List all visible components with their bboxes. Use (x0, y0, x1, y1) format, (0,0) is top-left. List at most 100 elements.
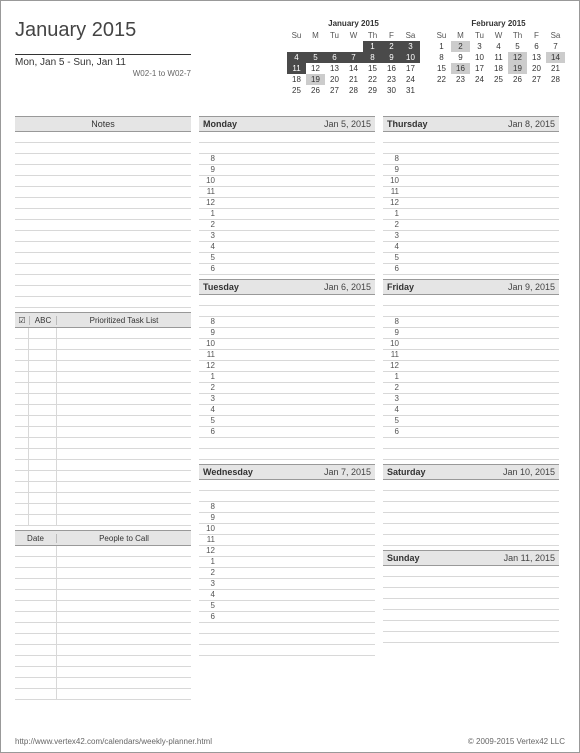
hour-line: 8 (199, 317, 375, 328)
note-line (15, 198, 191, 209)
people-line (15, 557, 191, 568)
mini-cal-day: 22 (432, 74, 451, 85)
mini-cal-day: 25 (489, 74, 508, 85)
day-date: Jan 10, 2015 (443, 467, 559, 477)
people-line (15, 623, 191, 634)
hour-line: 6 (383, 427, 559, 438)
day-header: MondayJan 5, 2015 (199, 116, 375, 132)
hour-label: 12 (199, 546, 219, 556)
day-date: Jan 8, 2015 (443, 119, 559, 129)
mini-cal-day: 15 (363, 63, 382, 74)
people-date-col: Date (15, 534, 57, 543)
header-left: January 2015 Mon, Jan 5 - Sun, Jan 11 W0… (15, 19, 191, 96)
notes-section: Notes (15, 116, 191, 308)
hour-line: 4 (199, 242, 375, 253)
day-header: WednesdayJan 7, 2015 (199, 464, 375, 480)
hour-line (199, 645, 375, 656)
hour-line: 10 (383, 176, 559, 187)
mini-cal-dow: Sa (401, 30, 420, 41)
people-line (15, 568, 191, 579)
hour-line (383, 513, 559, 524)
mini-cal-dow: W (344, 30, 363, 41)
hour-line: 10 (199, 339, 375, 350)
notes-title: Notes (15, 119, 191, 129)
tasks-section: ☑ABCPrioritized Task List (15, 312, 191, 526)
day-section: MondayJan 5, 201589101112123456 (199, 116, 375, 275)
mini-cal-day: 30 (382, 85, 401, 96)
day-section: SundayJan 11, 2015 (383, 550, 559, 643)
hour-line: 3 (199, 231, 375, 242)
mini-cal-grid: SuMTuWThFSa12345678910111213141516171819… (287, 30, 420, 96)
people-line (15, 579, 191, 590)
day-header: FridayJan 9, 2015 (383, 279, 559, 295)
people-title: People to Call (57, 534, 191, 543)
hour-label: 5 (383, 253, 403, 263)
hour-line: 8 (199, 154, 375, 165)
note-line (15, 187, 191, 198)
hour-line (383, 566, 559, 577)
hour-label: 4 (383, 405, 403, 415)
note-line (15, 264, 191, 275)
mini-cal-day: 23 (382, 74, 401, 85)
mini-cal-dow: F (527, 30, 546, 41)
mini-cal-dow: Su (432, 30, 451, 41)
hour-line (199, 143, 375, 154)
hour-line (199, 480, 375, 491)
hour-line (383, 621, 559, 632)
hour-label: 1 (199, 557, 219, 567)
mini-cal-day: 9 (451, 52, 470, 63)
hour-line (383, 132, 559, 143)
mini-cal-day: 8 (363, 52, 382, 63)
note-line (15, 220, 191, 231)
tasks-abc-col: ABC (29, 316, 57, 325)
hour-line: 11 (199, 535, 375, 546)
hour-line (383, 588, 559, 599)
mini-cal-day: 3 (401, 41, 420, 52)
day-name: Wednesday (199, 467, 259, 477)
mini-cal-day (287, 41, 306, 52)
hour-line: 6 (199, 612, 375, 623)
hour-line: 2 (383, 383, 559, 394)
hour-label: 5 (199, 253, 219, 263)
hour-line: 12 (199, 361, 375, 372)
mini-cal-day: 13 (325, 63, 344, 74)
hour-line: 12 (199, 546, 375, 557)
mini-cal-day: 16 (451, 63, 470, 74)
mini-cal-day: 20 (325, 74, 344, 85)
hour-line (199, 623, 375, 634)
hour-line (199, 306, 375, 317)
mini-cal-day: 21 (344, 74, 363, 85)
mini-cal-title: February 2015 (432, 19, 565, 28)
hour-line: 4 (383, 405, 559, 416)
mini-cal-day: 14 (344, 63, 363, 74)
note-line (15, 209, 191, 220)
hour-line: 10 (199, 176, 375, 187)
mini-cal-day: 7 (344, 52, 363, 63)
note-line (15, 154, 191, 165)
hour-line: 4 (199, 405, 375, 416)
hour-label: 10 (199, 176, 219, 186)
day-header: ThursdayJan 8, 2015 (383, 116, 559, 132)
task-line (15, 427, 191, 438)
day-date: Jan 5, 2015 (259, 119, 375, 129)
mini-cal-grid: SuMTuWThFSa12345678910111213141516171819… (432, 30, 565, 96)
hour-line: 1 (199, 372, 375, 383)
task-line (15, 383, 191, 394)
mini-cal-day (432, 85, 451, 96)
mini-cal-dow: Tu (470, 30, 489, 41)
day-section: ThursdayJan 8, 201589101112123456 (383, 116, 559, 275)
mini-cal-day: 27 (527, 74, 546, 85)
hour-line (199, 634, 375, 645)
mini-cal-day: 13 (527, 52, 546, 63)
mini-cal-day: 5 (306, 52, 325, 63)
hour-label: 8 (199, 317, 219, 327)
hour-line: 5 (199, 416, 375, 427)
note-line (15, 297, 191, 308)
hour-label: 10 (199, 524, 219, 534)
date-range: Mon, Jan 5 - Sun, Jan 11 (15, 54, 191, 68)
hour-label: 2 (199, 383, 219, 393)
footer-url: http://www.vertex42.com/calendars/weekly… (15, 737, 212, 746)
mini-cal-dow: F (382, 30, 401, 41)
hour-label: 8 (199, 154, 219, 164)
hour-label: 5 (199, 601, 219, 611)
